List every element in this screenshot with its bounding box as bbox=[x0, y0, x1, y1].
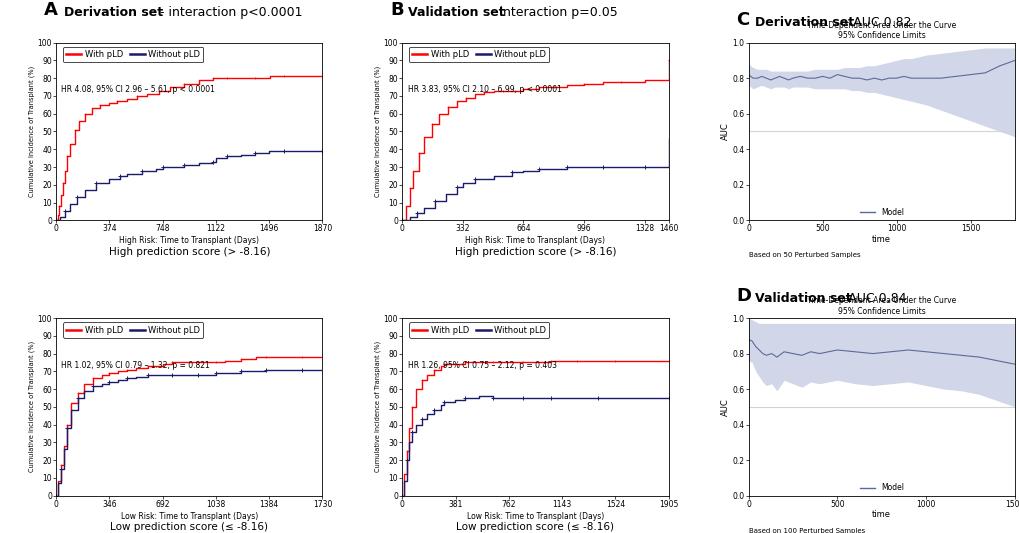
Text: HR 1.26, 95% CI 0.75 – 2.12, p = 0.403: HR 1.26, 95% CI 0.75 – 2.12, p = 0.403 bbox=[408, 361, 556, 370]
X-axis label: time: time bbox=[871, 510, 891, 519]
Text: HR 3.83, 95% CI 2.10 – 6.99, p < 0.0001: HR 3.83, 95% CI 2.10 – 6.99, p < 0.0001 bbox=[408, 85, 561, 94]
Title: Time-Dependent Area Under the Curve
95% Confidence Limits: Time-Dependent Area Under the Curve 95% … bbox=[806, 296, 956, 316]
Legend: Model: Model bbox=[856, 205, 906, 220]
Text: Validation set: Validation set bbox=[408, 6, 504, 19]
Text: HR 4.08, 95% CI 2.96 – 5.61, p < 0.0001: HR 4.08, 95% CI 2.96 – 5.61, p < 0.0001 bbox=[61, 85, 215, 94]
Text: Validation set: Validation set bbox=[754, 292, 851, 305]
Text: High prediction score (> -8.16): High prediction score (> -8.16) bbox=[108, 247, 270, 257]
Text: Derivation set: Derivation set bbox=[754, 17, 853, 29]
Text: Based on 50 Perturbed Samples: Based on 50 Perturbed Samples bbox=[748, 252, 859, 259]
Y-axis label: Cumulative Incidence of Transplant (%): Cumulative Incidence of Transplant (%) bbox=[29, 66, 35, 197]
Legend: With pLD, Without pLD: With pLD, Without pLD bbox=[63, 322, 203, 338]
Text: Low prediction score (≤ -8.16): Low prediction score (≤ -8.16) bbox=[457, 522, 613, 532]
X-axis label: High Risk: Time to Transplant (Days): High Risk: Time to Transplant (Days) bbox=[465, 236, 605, 245]
Legend: With pLD, Without pLD: With pLD, Without pLD bbox=[63, 47, 203, 62]
Text: B: B bbox=[389, 1, 404, 19]
X-axis label: High Risk: Time to Transplant (Days): High Risk: Time to Transplant (Days) bbox=[119, 236, 259, 245]
X-axis label: Low Risk: Time to Transplant (Days): Low Risk: Time to Transplant (Days) bbox=[120, 512, 258, 521]
Y-axis label: AUC: AUC bbox=[719, 123, 729, 140]
X-axis label: time: time bbox=[871, 235, 891, 244]
Text: - interaction p<0.0001: - interaction p<0.0001 bbox=[156, 6, 303, 19]
Text: Derivation set: Derivation set bbox=[64, 6, 163, 19]
Y-axis label: AUC: AUC bbox=[719, 398, 729, 416]
Title: Time-Dependent Area Under the Curve
95% Confidence Limits: Time-Dependent Area Under the Curve 95% … bbox=[806, 21, 956, 41]
Text: - interaction p=0.05: - interaction p=0.05 bbox=[486, 6, 618, 19]
Text: C: C bbox=[736, 11, 749, 29]
Text: High prediction score (> -8.16): High prediction score (> -8.16) bbox=[454, 247, 615, 257]
Text: A: A bbox=[44, 1, 58, 19]
Legend: With pLD, Without pLD: With pLD, Without pLD bbox=[409, 47, 549, 62]
Legend: With pLD, Without pLD: With pLD, Without pLD bbox=[409, 322, 549, 338]
Text: D: D bbox=[736, 287, 751, 305]
Text: – AUC 0.84: – AUC 0.84 bbox=[834, 292, 906, 305]
Text: Low prediction score (≤ -8.16): Low prediction score (≤ -8.16) bbox=[110, 522, 268, 532]
Text: HR 1.02, 95% CI 0.79 – 1.32, p = 0.821: HR 1.02, 95% CI 0.79 – 1.32, p = 0.821 bbox=[61, 361, 210, 370]
Y-axis label: Cumulative Incidence of Transplant (%): Cumulative Incidence of Transplant (%) bbox=[29, 341, 35, 472]
Text: Based on 100 Perturbed Samples: Based on 100 Perturbed Samples bbox=[748, 528, 864, 533]
X-axis label: Low Risk: Time to Transplant (Days): Low Risk: Time to Transplant (Days) bbox=[467, 512, 603, 521]
Legend: Model: Model bbox=[856, 480, 906, 496]
Y-axis label: Cumulative Incidence of Transplant (%): Cumulative Incidence of Transplant (%) bbox=[374, 341, 380, 472]
Text: – AUC 0.82: – AUC 0.82 bbox=[839, 17, 911, 29]
Y-axis label: Cumulative Incidence of Transplant (%): Cumulative Incidence of Transplant (%) bbox=[374, 66, 380, 197]
